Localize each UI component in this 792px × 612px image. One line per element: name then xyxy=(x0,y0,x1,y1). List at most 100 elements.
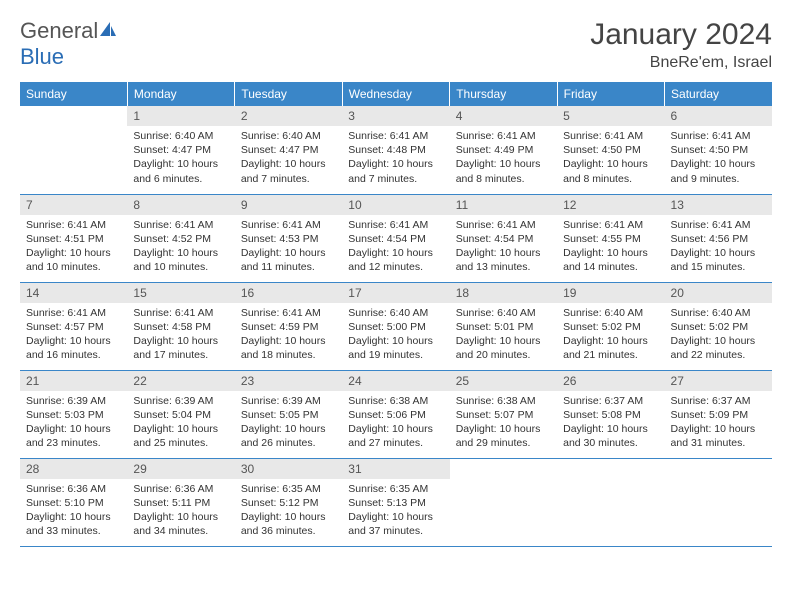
day-number: 11 xyxy=(450,195,557,215)
day-number: 13 xyxy=(665,195,772,215)
day-info: Sunrise: 6:37 AMSunset: 5:09 PMDaylight:… xyxy=(665,391,772,455)
location: BneRe'em, Israel xyxy=(590,54,772,72)
title-block: January 2024 BneRe'em, Israel xyxy=(590,18,772,72)
calendar-day-cell: 9Sunrise: 6:41 AMSunset: 4:53 PMDaylight… xyxy=(235,194,342,282)
calendar-day-cell: 20Sunrise: 6:40 AMSunset: 5:02 PMDayligh… xyxy=(665,282,772,370)
day-info: Sunrise: 6:41 AMSunset: 4:57 PMDaylight:… xyxy=(20,303,127,367)
calendar-day-cell: 29Sunrise: 6:36 AMSunset: 5:11 PMDayligh… xyxy=(127,458,234,546)
day-number: 12 xyxy=(557,195,664,215)
day-info: Sunrise: 6:40 AMSunset: 5:02 PMDaylight:… xyxy=(557,303,664,367)
day-number: 25 xyxy=(450,371,557,391)
day-number: 30 xyxy=(235,459,342,479)
calendar-day-cell: 28Sunrise: 6:36 AMSunset: 5:10 PMDayligh… xyxy=(20,458,127,546)
day-number: 5 xyxy=(557,106,664,126)
day-info: Sunrise: 6:40 AMSunset: 5:00 PMDaylight:… xyxy=(342,303,449,367)
calendar-week-row: 28Sunrise: 6:36 AMSunset: 5:10 PMDayligh… xyxy=(20,458,772,546)
calendar-day-cell: 18Sunrise: 6:40 AMSunset: 5:01 PMDayligh… xyxy=(450,282,557,370)
day-number: 19 xyxy=(557,283,664,303)
day-number-empty xyxy=(450,459,557,479)
calendar-day-cell: 16Sunrise: 6:41 AMSunset: 4:59 PMDayligh… xyxy=(235,282,342,370)
day-info: Sunrise: 6:41 AMSunset: 4:48 PMDaylight:… xyxy=(342,126,449,190)
calendar-day-cell: 21Sunrise: 6:39 AMSunset: 5:03 PMDayligh… xyxy=(20,370,127,458)
day-info: Sunrise: 6:38 AMSunset: 5:06 PMDaylight:… xyxy=(342,391,449,455)
calendar-day-cell xyxy=(450,458,557,546)
day-number: 14 xyxy=(20,283,127,303)
day-number: 23 xyxy=(235,371,342,391)
day-info: Sunrise: 6:39 AMSunset: 5:04 PMDaylight:… xyxy=(127,391,234,455)
day-info: Sunrise: 6:35 AMSunset: 5:13 PMDaylight:… xyxy=(342,479,449,543)
logo-text: GeneralBlue xyxy=(20,18,118,70)
calendar-day-cell: 22Sunrise: 6:39 AMSunset: 5:04 PMDayligh… xyxy=(127,370,234,458)
calendar-day-cell: 17Sunrise: 6:40 AMSunset: 5:00 PMDayligh… xyxy=(342,282,449,370)
day-header: Wednesday xyxy=(342,82,449,106)
day-info: Sunrise: 6:41 AMSunset: 4:52 PMDaylight:… xyxy=(127,215,234,279)
day-number: 15 xyxy=(127,283,234,303)
day-number-empty xyxy=(665,459,772,479)
day-number: 20 xyxy=(665,283,772,303)
calendar-day-cell: 23Sunrise: 6:39 AMSunset: 5:05 PMDayligh… xyxy=(235,370,342,458)
day-header: Thursday xyxy=(450,82,557,106)
day-info: Sunrise: 6:40 AMSunset: 5:02 PMDaylight:… xyxy=(665,303,772,367)
day-number: 6 xyxy=(665,106,772,126)
day-number-empty xyxy=(557,459,664,479)
day-number: 10 xyxy=(342,195,449,215)
day-info: Sunrise: 6:41 AMSunset: 4:56 PMDaylight:… xyxy=(665,215,772,279)
day-header: Monday xyxy=(127,82,234,106)
calendar-day-cell: 14Sunrise: 6:41 AMSunset: 4:57 PMDayligh… xyxy=(20,282,127,370)
day-info: Sunrise: 6:40 AMSunset: 4:47 PMDaylight:… xyxy=(235,126,342,190)
calendar-day-cell: 12Sunrise: 6:41 AMSunset: 4:55 PMDayligh… xyxy=(557,194,664,282)
day-info: Sunrise: 6:41 AMSunset: 4:54 PMDaylight:… xyxy=(342,215,449,279)
calendar-day-cell: 19Sunrise: 6:40 AMSunset: 5:02 PMDayligh… xyxy=(557,282,664,370)
calendar-table: SundayMondayTuesdayWednesdayThursdayFrid… xyxy=(20,82,772,547)
day-info: Sunrise: 6:41 AMSunset: 4:55 PMDaylight:… xyxy=(557,215,664,279)
calendar-day-cell: 15Sunrise: 6:41 AMSunset: 4:58 PMDayligh… xyxy=(127,282,234,370)
day-info: Sunrise: 6:37 AMSunset: 5:08 PMDaylight:… xyxy=(557,391,664,455)
calendar-day-cell: 13Sunrise: 6:41 AMSunset: 4:56 PMDayligh… xyxy=(665,194,772,282)
day-info: Sunrise: 6:41 AMSunset: 4:50 PMDaylight:… xyxy=(665,126,772,190)
day-info: Sunrise: 6:41 AMSunset: 4:58 PMDaylight:… xyxy=(127,303,234,367)
day-number: 2 xyxy=(235,106,342,126)
calendar-day-cell xyxy=(20,106,127,194)
calendar-day-cell: 24Sunrise: 6:38 AMSunset: 5:06 PMDayligh… xyxy=(342,370,449,458)
day-number: 22 xyxy=(127,371,234,391)
day-info: Sunrise: 6:41 AMSunset: 4:49 PMDaylight:… xyxy=(450,126,557,190)
calendar-day-cell: 26Sunrise: 6:37 AMSunset: 5:08 PMDayligh… xyxy=(557,370,664,458)
day-number: 3 xyxy=(342,106,449,126)
calendar-day-cell: 7Sunrise: 6:41 AMSunset: 4:51 PMDaylight… xyxy=(20,194,127,282)
day-number: 9 xyxy=(235,195,342,215)
day-info: Sunrise: 6:41 AMSunset: 4:50 PMDaylight:… xyxy=(557,126,664,190)
calendar-day-cell: 30Sunrise: 6:35 AMSunset: 5:12 PMDayligh… xyxy=(235,458,342,546)
calendar-day-cell: 2Sunrise: 6:40 AMSunset: 4:47 PMDaylight… xyxy=(235,106,342,194)
day-number: 16 xyxy=(235,283,342,303)
day-header: Tuesday xyxy=(235,82,342,106)
day-info: Sunrise: 6:35 AMSunset: 5:12 PMDaylight:… xyxy=(235,479,342,543)
day-number: 31 xyxy=(342,459,449,479)
calendar-day-cell: 27Sunrise: 6:37 AMSunset: 5:09 PMDayligh… xyxy=(665,370,772,458)
calendar-week-row: 14Sunrise: 6:41 AMSunset: 4:57 PMDayligh… xyxy=(20,282,772,370)
day-header: Sunday xyxy=(20,82,127,106)
day-number: 27 xyxy=(665,371,772,391)
day-info: Sunrise: 6:41 AMSunset: 4:54 PMDaylight:… xyxy=(450,215,557,279)
day-number: 18 xyxy=(450,283,557,303)
day-info: Sunrise: 6:40 AMSunset: 4:47 PMDaylight:… xyxy=(127,126,234,190)
day-header: Friday xyxy=(557,82,664,106)
day-info: Sunrise: 6:38 AMSunset: 5:07 PMDaylight:… xyxy=(450,391,557,455)
calendar-day-cell: 25Sunrise: 6:38 AMSunset: 5:07 PMDayligh… xyxy=(450,370,557,458)
calendar-day-cell: 31Sunrise: 6:35 AMSunset: 5:13 PMDayligh… xyxy=(342,458,449,546)
day-info: Sunrise: 6:41 AMSunset: 4:59 PMDaylight:… xyxy=(235,303,342,367)
calendar-head: SundayMondayTuesdayWednesdayThursdayFrid… xyxy=(20,82,772,106)
calendar-week-row: 7Sunrise: 6:41 AMSunset: 4:51 PMDaylight… xyxy=(20,194,772,282)
day-number: 1 xyxy=(127,106,234,126)
header: GeneralBlue January 2024 BneRe'em, Israe… xyxy=(20,18,772,72)
day-info: Sunrise: 6:40 AMSunset: 5:01 PMDaylight:… xyxy=(450,303,557,367)
logo-sail-icon xyxy=(98,18,118,44)
day-number: 21 xyxy=(20,371,127,391)
logo-part2: Blue xyxy=(20,44,64,69)
day-number: 28 xyxy=(20,459,127,479)
day-info: Sunrise: 6:36 AMSunset: 5:10 PMDaylight:… xyxy=(20,479,127,543)
calendar-day-cell: 1Sunrise: 6:40 AMSunset: 4:47 PMDaylight… xyxy=(127,106,234,194)
day-number: 26 xyxy=(557,371,664,391)
day-info: Sunrise: 6:41 AMSunset: 4:53 PMDaylight:… xyxy=(235,215,342,279)
day-info: Sunrise: 6:41 AMSunset: 4:51 PMDaylight:… xyxy=(20,215,127,279)
calendar-day-cell: 8Sunrise: 6:41 AMSunset: 4:52 PMDaylight… xyxy=(127,194,234,282)
